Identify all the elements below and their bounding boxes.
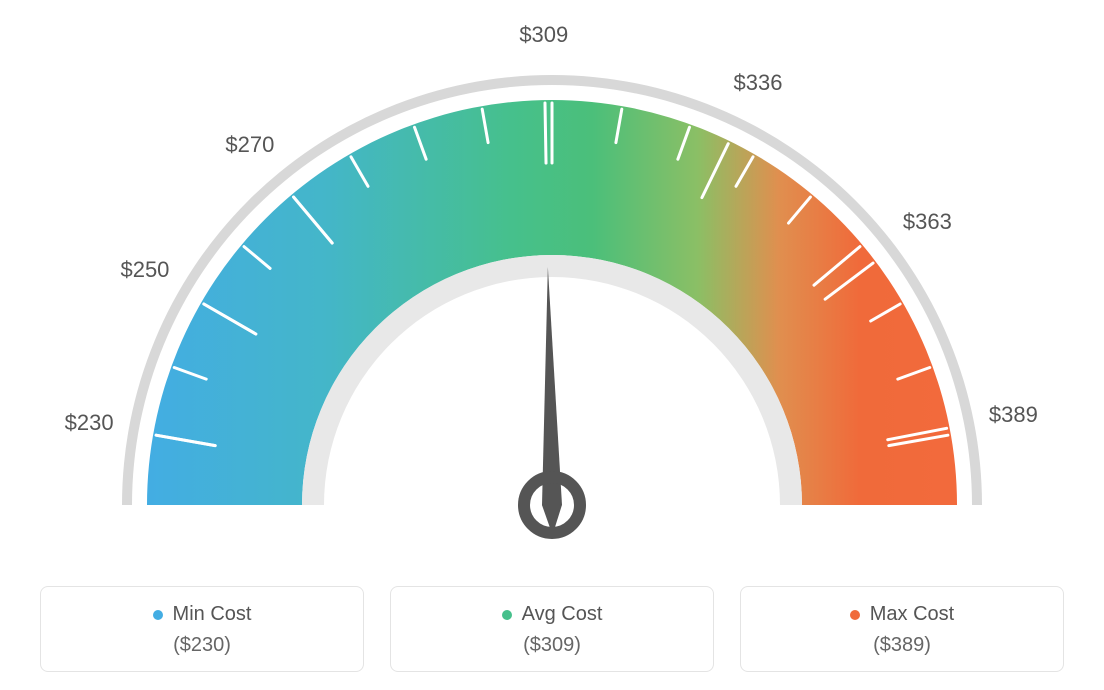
legend-value-max: ($389): [751, 634, 1053, 657]
legend-title-min-text: Min Cost: [173, 603, 252, 626]
gauge-area: $230 $250 $270 $309 $336 $363 $389: [0, 0, 1104, 560]
chart-root: $230 $250 $270 $309 $336 $363 $389 Min Cost ($…: [0, 0, 1104, 690]
dot-avg: [502, 610, 512, 620]
legend-title-max: Max Cost: [850, 603, 954, 626]
dot-min: [153, 610, 163, 620]
legend-card-avg: Avg Cost ($309): [390, 586, 714, 672]
tick-label: $389: [989, 402, 1038, 428]
legend-value-avg: ($309): [401, 634, 703, 657]
legend-row: Min Cost ($230) Avg Cost ($309) Max Cost…: [40, 586, 1064, 672]
tick-label: $336: [734, 70, 783, 96]
legend-title-avg-text: Avg Cost: [522, 603, 603, 626]
legend-title-max-text: Max Cost: [870, 603, 954, 626]
legend-card-max: Max Cost ($389): [740, 586, 1064, 672]
legend-value-min: ($230): [51, 634, 353, 657]
tick-label: $270: [225, 132, 274, 158]
legend-title-avg: Avg Cost: [502, 603, 603, 626]
dot-max: [850, 610, 860, 620]
tick-label: $230: [65, 410, 114, 436]
tick-label: $250: [120, 257, 169, 283]
legend-title-min: Min Cost: [153, 603, 252, 626]
legend-card-min: Min Cost ($230): [40, 586, 364, 672]
tick-label: $363: [903, 209, 952, 235]
tick-label: $309: [519, 22, 568, 48]
